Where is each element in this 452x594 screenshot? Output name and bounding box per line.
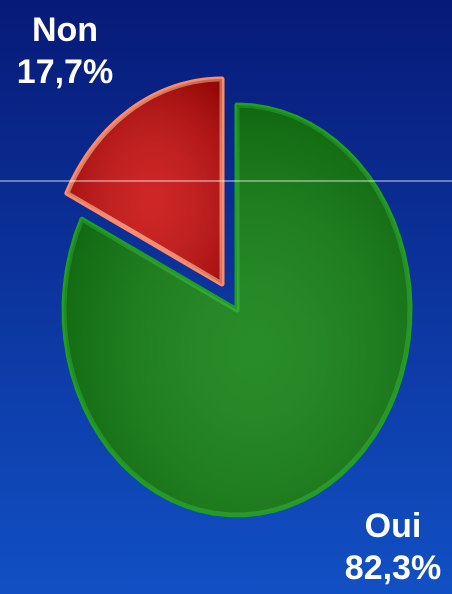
pie	[61, 76, 413, 518]
slice-shading	[64, 105, 410, 515]
value-label: 17,7%	[17, 53, 113, 91]
value-label: 82,3%	[345, 549, 441, 587]
category-label: Non	[32, 11, 98, 49]
category-label: Oui	[365, 507, 422, 545]
